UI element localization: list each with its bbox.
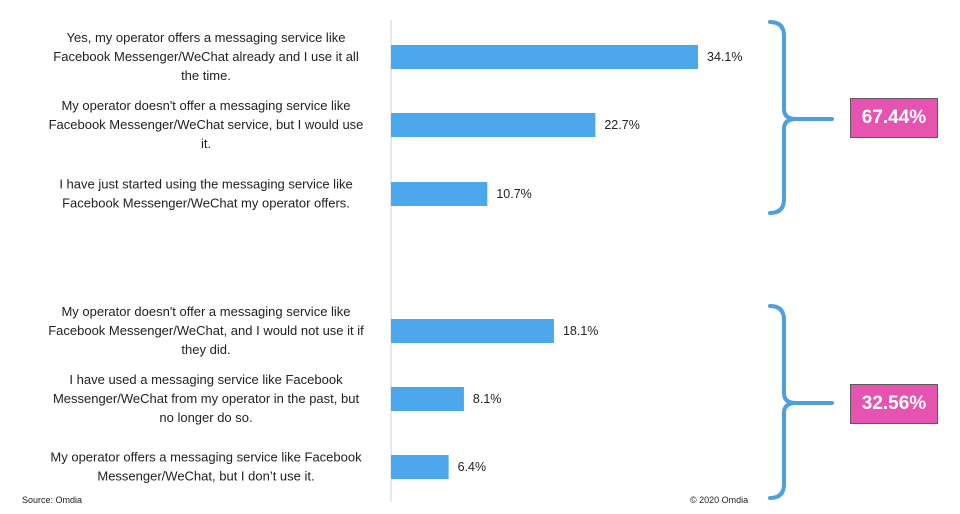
category-label-4: I have used a messaging service like Fac… xyxy=(53,372,360,425)
category-label-line: I have used a messaging service like Fac… xyxy=(69,372,343,387)
category-label-1: My operator doesn't offer a messaging se… xyxy=(49,98,364,151)
category-label-0: Yes, my operator offers a messaging serv… xyxy=(53,30,359,83)
bar-4 xyxy=(391,387,464,411)
category-label-line: no longer do so. xyxy=(159,410,252,425)
group-bracket-0 xyxy=(768,20,834,215)
group-total-badge-bottom: 32.56% xyxy=(850,384,938,424)
category-labels-layer: Yes, my operator offers a messaging serv… xyxy=(48,30,364,484)
category-label-line: Facebook Messenger/WeChat, and I would n… xyxy=(48,323,364,338)
bar-5 xyxy=(391,455,449,479)
category-label-line: My operator doesn't offer a messaging se… xyxy=(61,304,350,319)
group-bracket-1 xyxy=(768,304,834,500)
source-note: Source: Omdia xyxy=(22,495,83,505)
category-label-line: Facebook Messenger/WeChat service, but I… xyxy=(49,117,364,132)
category-label-line: Facebook Messenger/WeChat already and I … xyxy=(53,49,359,64)
category-label-line: they did. xyxy=(181,342,230,357)
group-brackets-layer xyxy=(768,20,834,500)
value-labels-layer: 34.1% 22.7% 10.7% 18.1% 8.1% 6.4% xyxy=(458,50,743,474)
category-label-line: My operator doesn't offer a messaging se… xyxy=(61,98,350,113)
category-label-5: My operator offers a messaging service l… xyxy=(50,450,362,484)
category-label-line: Messenger/WeChat from my operator in the… xyxy=(53,391,360,406)
category-label-line: the time. xyxy=(181,68,231,83)
category-label-line: Messenger/WeChat, but I don’t use it. xyxy=(97,469,314,484)
group-total-badge-top: 67.44% xyxy=(850,98,938,138)
bar-0 xyxy=(391,45,698,69)
value-label-0: 34.1% xyxy=(707,50,742,64)
category-label-line: Facebook Messenger/WeChat my operator of… xyxy=(62,196,350,211)
bar-3 xyxy=(391,319,554,343)
bar-2 xyxy=(391,182,488,206)
value-label-3: 18.1% xyxy=(563,324,598,338)
bar-1 xyxy=(391,113,596,137)
category-label-line: it. xyxy=(201,136,211,151)
category-label-line: I have just started using the messaging … xyxy=(59,177,352,192)
category-label-line: My operator offers a messaging service l… xyxy=(50,450,362,465)
copyright-note: © 2020 Omdia xyxy=(690,495,749,505)
value-label-5: 6.4% xyxy=(458,460,487,474)
category-label-2: I have just started using the messaging … xyxy=(59,177,352,211)
value-label-1: 22.7% xyxy=(604,118,639,132)
value-label-2: 10.7% xyxy=(496,187,531,201)
value-label-4: 8.1% xyxy=(473,392,502,406)
category-label-3: My operator doesn't offer a messaging se… xyxy=(48,304,364,357)
category-label-line: Yes, my operator offers a messaging serv… xyxy=(67,30,346,45)
bars-layer xyxy=(391,45,698,479)
